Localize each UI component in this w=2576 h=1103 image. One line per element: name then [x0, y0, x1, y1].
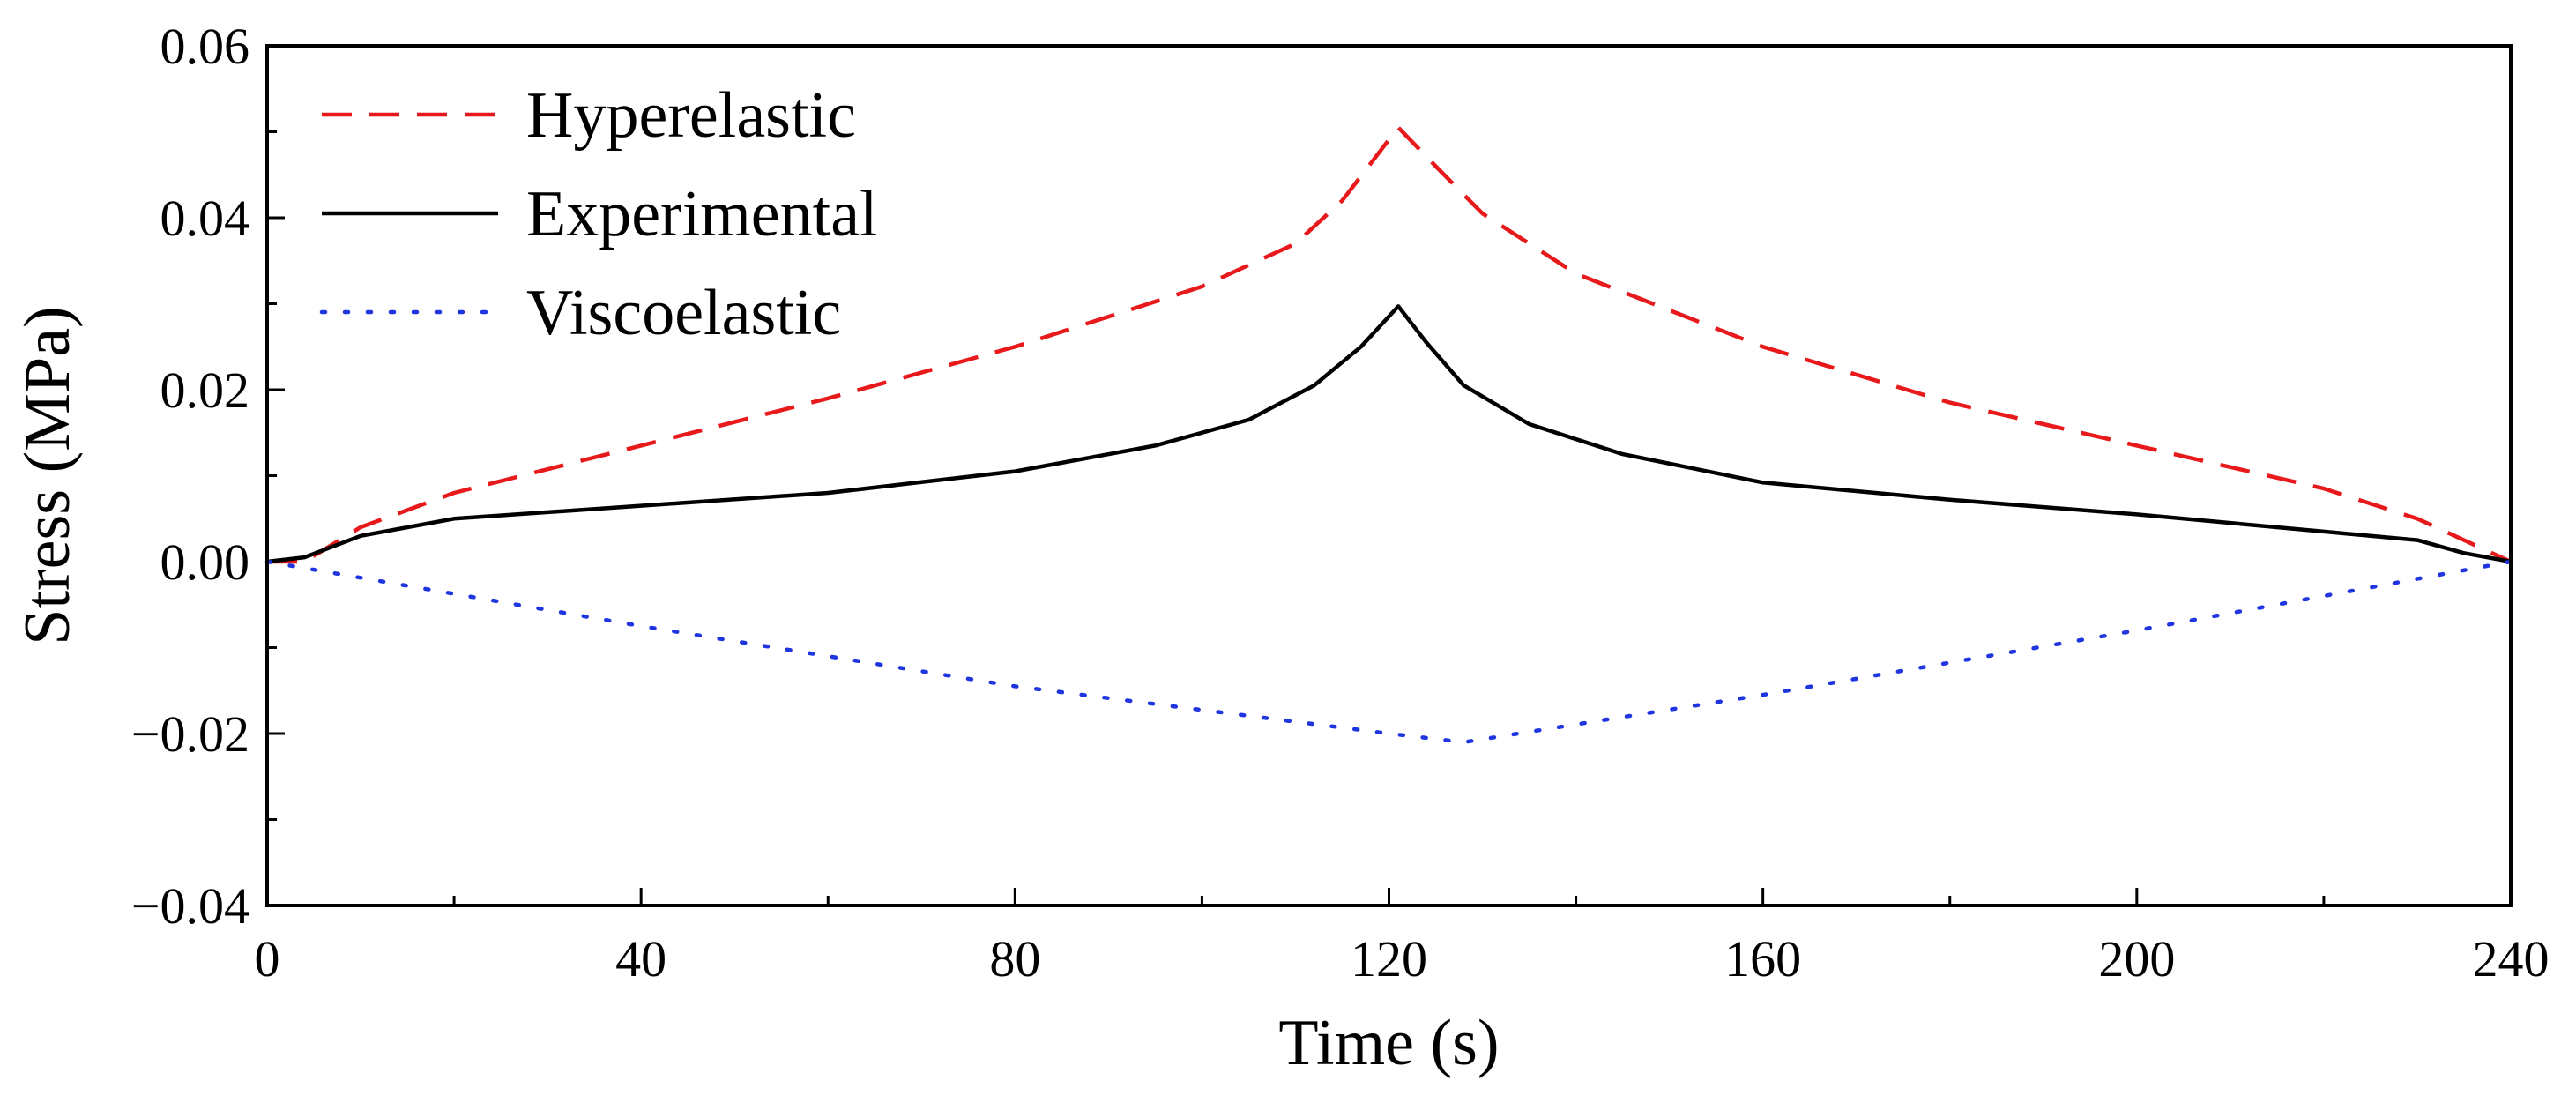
labels-layer: 0 40 80 120 160 200 240 −0.04 −0.02 0.00 0.02 0.04 0… — [131, 18, 2550, 987]
series-line-experimental — [266, 304, 2512, 564]
series-line-hyperelastic — [267, 125, 2512, 564]
series-layer — [264, 125, 2513, 745]
legend: Hyperelastic Experimental Viscoelastic — [319, 79, 878, 349]
x-tick-label: 40 — [615, 930, 666, 987]
legend-label-experimental: Experimental — [526, 178, 878, 250]
x-tick-label: 200 — [2098, 930, 2175, 987]
ticks-layer — [265, 44, 2513, 907]
x-tick-label: 120 — [1351, 930, 1427, 987]
y-tick-label: 0.04 — [160, 190, 250, 247]
x-tick-label: 160 — [1724, 930, 1801, 987]
y-tick-label: 0.00 — [160, 533, 250, 591]
legend-label-viscoelastic: Viscoelastic — [526, 277, 841, 349]
x-axis-title: Time (s) — [1278, 1007, 1499, 1079]
y-axis-title: Stress (MPa) — [11, 306, 84, 645]
x-tick-label: 80 — [989, 930, 1040, 987]
x-tick-label: 0 — [255, 930, 280, 987]
y-tick-label: 0.06 — [160, 18, 250, 75]
y-tick-label: 0.02 — [160, 361, 250, 419]
y-tick-label: −0.04 — [131, 877, 249, 935]
y-tick-label: −0.02 — [131, 705, 249, 763]
series-line-viscoelastic — [264, 559, 2513, 745]
legend-label-hyperelastic: Hyperelastic — [526, 79, 856, 152]
plot-frame — [265, 44, 2513, 907]
x-tick-label: 240 — [2473, 930, 2550, 987]
